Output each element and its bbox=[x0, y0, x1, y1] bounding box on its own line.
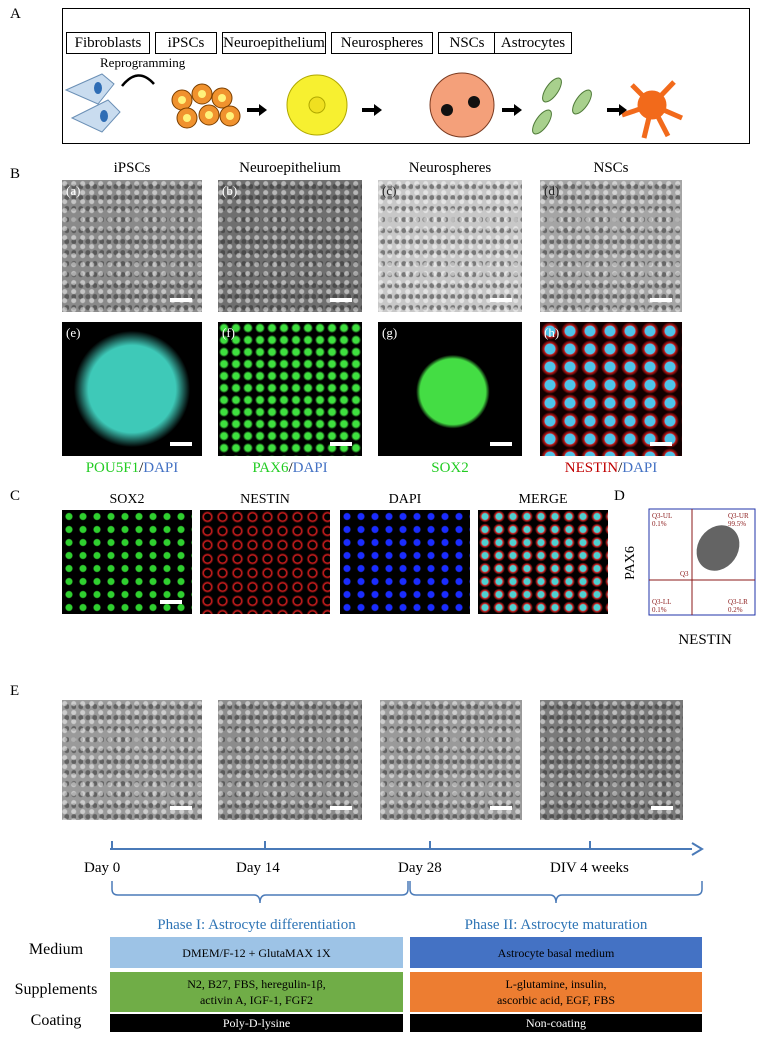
micrograph-nscs: (d) bbox=[540, 180, 682, 312]
micrograph-day0 bbox=[62, 700, 202, 820]
row-label-medium: Medium bbox=[28, 941, 84, 958]
q-ul: Q3-UL bbox=[652, 512, 672, 520]
q-ll: Q3-LL bbox=[652, 598, 671, 606]
flow-xlabel: NESTIN bbox=[678, 632, 732, 648]
medium-phase1: DMEM/F-12 + GlutaMAX 1X bbox=[110, 937, 403, 968]
timeline-day14: Day 14 bbox=[236, 860, 280, 876]
q-ur: Q3-UR bbox=[728, 512, 749, 520]
micrograph-div4weeks bbox=[540, 700, 683, 820]
timeline-arrow-icon bbox=[691, 842, 704, 856]
timeline-div4weeks: DIV 4 weeks bbox=[550, 860, 629, 876]
fluorescence-pax6: (f) bbox=[218, 322, 362, 456]
panel-label-b: B bbox=[10, 166, 21, 182]
neuroepithelium-icon bbox=[286, 74, 348, 136]
schematic-box bbox=[62, 8, 750, 144]
schematic-cells bbox=[64, 72, 683, 139]
caption-pax6: PAX6/DAPI bbox=[252, 460, 328, 476]
micrograph-neurospheres: (c) bbox=[378, 180, 522, 312]
col-header: NESTIN bbox=[240, 492, 290, 507]
stage-fibroblasts: Fibroblasts bbox=[66, 32, 150, 54]
curved-arrow-icon bbox=[121, 74, 155, 87]
row-label-coating: Coating bbox=[30, 1012, 82, 1029]
col-header: iPSCs bbox=[113, 160, 151, 176]
stage-neuroepithelium: Neuroepithelium bbox=[222, 32, 326, 54]
row-label-supplements: Supplements bbox=[14, 981, 98, 998]
fluorescence-dapi-c bbox=[340, 510, 470, 614]
micrograph-neuroepithelium: (b) bbox=[218, 180, 362, 312]
q-lr: Q3-LR bbox=[728, 598, 748, 606]
fluorescence-pou5f1: (e) bbox=[62, 322, 202, 456]
col-header: Neurospheres bbox=[408, 160, 492, 176]
stage-nscs: NSCs bbox=[438, 32, 496, 54]
fluorescence-sox2: (g) bbox=[378, 322, 522, 456]
timeline-day28: Day 28 bbox=[398, 860, 442, 876]
col-header: DAPI bbox=[388, 492, 422, 507]
astrocyte-icon bbox=[621, 80, 683, 139]
ipsc-icon bbox=[171, 83, 241, 129]
phase1-title: Phase I: Astrocyte differentiation bbox=[157, 917, 356, 933]
flow-plot: Q3-UL 0.1% Q3-UR 99.5% Q3-LL 0.1% Q3-LR … bbox=[648, 508, 756, 616]
medium-phase2: Astrocyte basal medium bbox=[410, 937, 702, 968]
phase2-title: Phase II: Astrocyte maturation bbox=[464, 917, 648, 933]
coating-phase2: Non-coating bbox=[410, 1014, 702, 1032]
caption-nestin: NESTIN/DAPI bbox=[564, 460, 658, 476]
supplements-phase1: N2, B27, FBS, heregulin-1β, activin A, IG… bbox=[110, 972, 403, 1012]
col-header: MERGE bbox=[518, 492, 568, 507]
q-ur-value: 99.5% bbox=[728, 520, 746, 528]
arrow-icons bbox=[247, 104, 627, 116]
fluorescence-nestin: (h) bbox=[540, 322, 682, 456]
panel-label-a: A bbox=[10, 6, 21, 22]
fibroblast-icon bbox=[64, 73, 121, 133]
col-header: SOX2 bbox=[109, 492, 145, 507]
flow-ylabel: PAX6 bbox=[622, 546, 638, 580]
micrograph-day28 bbox=[380, 700, 522, 820]
fluorescence-merge-c bbox=[478, 510, 608, 614]
stage-ipscs: iPSCs bbox=[155, 32, 217, 54]
micrograph-day14 bbox=[218, 700, 362, 820]
stage-neurospheres: Neurospheres bbox=[331, 32, 433, 54]
timeline-day0: Day 0 bbox=[84, 860, 121, 876]
caption-sox2: SOX2 bbox=[431, 460, 469, 476]
gate-label: Q3 bbox=[680, 570, 689, 578]
stage-astrocytes: Astrocytes bbox=[494, 32, 572, 54]
caption-pou5f1: POU5F1/DAPI bbox=[85, 460, 179, 476]
fluorescence-sox2-c bbox=[62, 510, 192, 614]
nsc-icon bbox=[532, 77, 592, 135]
q-ll-value: 0.1% bbox=[652, 606, 667, 614]
timeline bbox=[110, 841, 704, 904]
coating-phase1: Poly-D-lysine bbox=[110, 1014, 403, 1032]
panel-label-c: C bbox=[10, 488, 21, 504]
scatter-cluster bbox=[696, 525, 740, 571]
col-header: Neuroepithelium bbox=[239, 160, 341, 176]
col-header: NSCs bbox=[593, 160, 629, 176]
panel-label-e: E bbox=[10, 683, 20, 699]
supplements-phase2: L-glutamine, insulin, ascorbic acid, EGF,… bbox=[410, 972, 702, 1012]
panel-label-d: D bbox=[614, 488, 625, 504]
q-ul-value: 0.1% bbox=[652, 520, 667, 528]
phase-braces bbox=[111, 881, 703, 904]
micrograph-ipscs: (a) bbox=[62, 180, 202, 312]
neurosphere-icon bbox=[429, 72, 495, 138]
fluorescence-nestin-c bbox=[200, 510, 330, 614]
reprogramming-label: Reprogramming bbox=[100, 55, 186, 70]
q-lr-value: 0.2% bbox=[728, 606, 743, 614]
